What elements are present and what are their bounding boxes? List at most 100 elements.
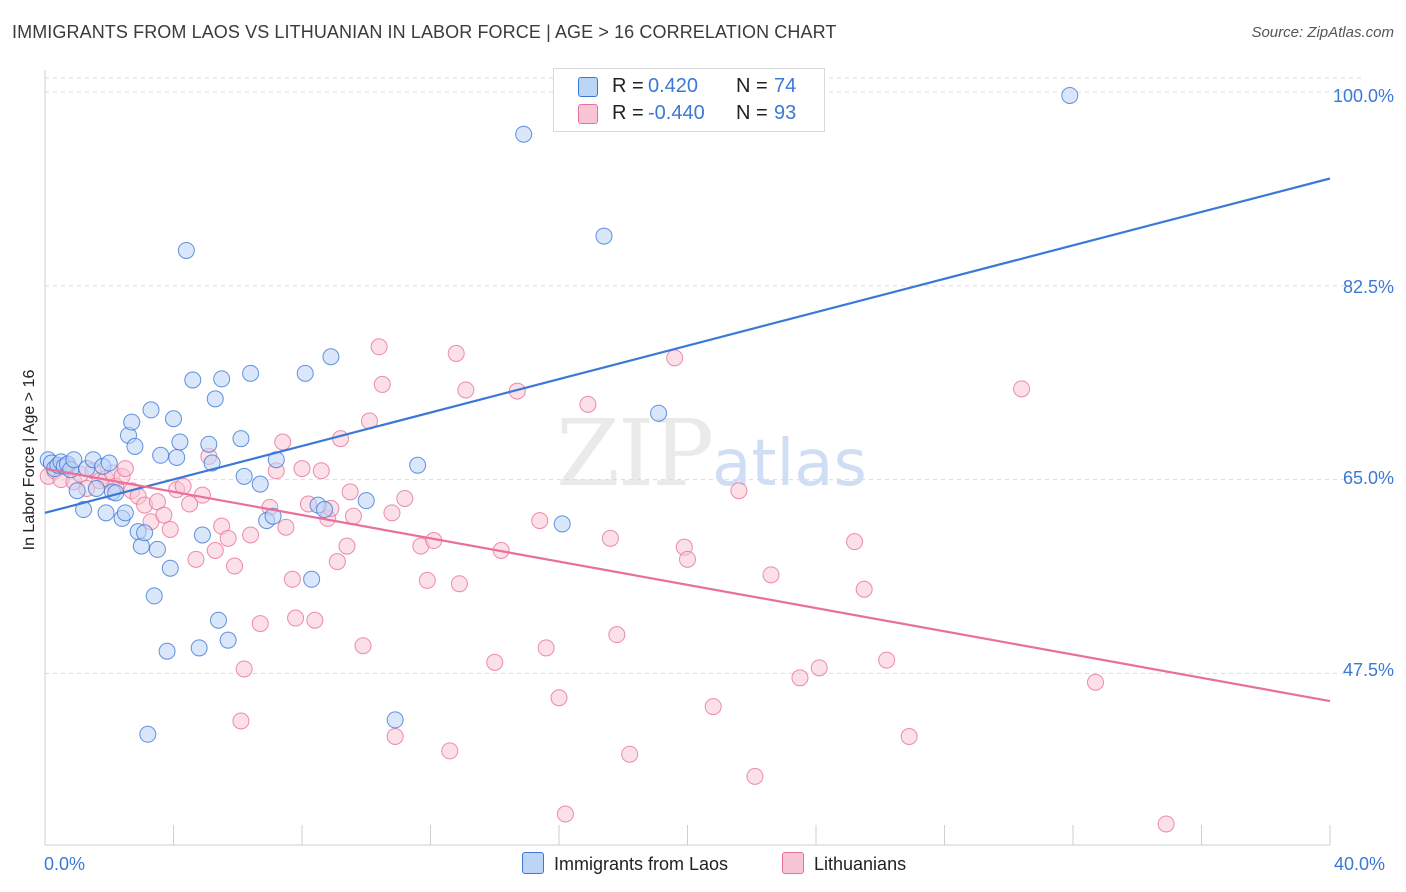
lithuanians-point	[486, 653, 504, 671]
laos-swatch	[578, 77, 598, 97]
lithuanians-point	[232, 712, 250, 730]
n-label: N =	[736, 75, 768, 97]
lithuanians-point	[601, 529, 619, 547]
lithuanians-points	[39, 338, 1175, 833]
lithuanians-point	[293, 460, 311, 478]
laos-point	[97, 504, 115, 522]
laos-point	[123, 413, 141, 431]
lithuanians-point	[396, 489, 414, 507]
lithuanians-point	[312, 462, 330, 480]
laos-point	[165, 410, 182, 428]
lithuanians-point	[306, 611, 324, 629]
n-value-lithuanians: 93	[774, 102, 797, 124]
laos-point	[315, 501, 333, 519]
y-tick-label-82-5: 82.5%	[1342, 277, 1394, 297]
bottom-legend-laos: Immigrants from Laos	[522, 852, 728, 875]
lithuanians-point	[386, 728, 404, 745]
laos-point	[168, 449, 186, 466]
lithuanians-point	[370, 338, 388, 356]
laos-trend-line	[44, 177, 1331, 514]
laos-point	[200, 435, 218, 453]
laos-point	[87, 480, 105, 497]
laos-point	[193, 526, 211, 544]
lithuanians-point	[116, 460, 134, 478]
laos-point	[145, 587, 163, 605]
lithuanians-point	[537, 639, 555, 657]
lithuanians-point	[450, 575, 468, 593]
laos-point	[515, 125, 533, 143]
lithuanians-point	[556, 805, 574, 823]
lithuanians-point	[846, 533, 864, 551]
laos-point	[100, 454, 118, 472]
lithuanians-point	[608, 626, 626, 644]
x-tick-label-min: 0.0%	[44, 854, 86, 874]
laos-point	[322, 348, 340, 366]
lithuanians-point	[579, 395, 597, 413]
lithuanians-point	[332, 430, 350, 448]
y-tick-label-100: 100.0%	[1332, 86, 1394, 106]
lithuanians-point	[878, 651, 896, 669]
laos-point	[650, 404, 668, 422]
lithuanians-legend-swatch	[782, 852, 804, 874]
lithuanians-point	[287, 609, 305, 627]
chart-source: Source: ZipAtlas.com	[1251, 24, 1394, 41]
y-tick-label-65: 65.0%	[1342, 468, 1394, 488]
laos-point	[171, 433, 189, 451]
laos-point	[142, 401, 160, 419]
lithuanians-point	[441, 742, 459, 760]
lithuanians-point	[418, 571, 436, 589]
x-tick-label-max: 40.0%	[1334, 854, 1386, 874]
lithuanians-point	[161, 520, 179, 538]
laos-point	[242, 364, 260, 382]
lithuanians-point	[810, 659, 828, 677]
laos-point	[251, 475, 269, 493]
laos-legend-swatch	[522, 852, 544, 874]
lithuanians-point	[187, 550, 205, 568]
laos-point	[75, 501, 93, 519]
laos-point	[595, 227, 613, 245]
r-value-laos: 0.420	[648, 75, 699, 97]
lithuanians-point	[457, 381, 475, 399]
lithuanians-point	[679, 550, 696, 568]
trend-lines	[44, 177, 1331, 703]
chart-title: IMMIGRANTS FROM LAOS VS LITHUANIAN IN LA…	[12, 22, 837, 42]
laos-point	[386, 711, 404, 729]
laos-point	[116, 504, 134, 522]
lithuanians-point	[354, 637, 372, 655]
lithuanians-point	[328, 553, 346, 571]
laos-point	[161, 559, 179, 577]
lithuanians-point	[251, 615, 269, 633]
y-axis-label: In Labor Force | Age > 16	[21, 369, 38, 551]
bottom-legend-lithuanians: Lithuanians	[782, 852, 906, 875]
laos-point	[65, 451, 83, 469]
laos-legend-label: Immigrants from Laos	[554, 854, 729, 874]
r-label: R =	[612, 75, 644, 97]
laos-point	[68, 482, 86, 500]
lithuanians-point	[277, 518, 295, 536]
laos-point	[232, 430, 250, 448]
lithuanians-point	[704, 698, 722, 716]
n-value-laos: 74	[774, 75, 797, 97]
stats-legend: R = 0.420 N = 74 R = -0.440 N = 93	[553, 68, 825, 132]
laos-point	[158, 642, 176, 660]
laos-point	[206, 390, 224, 408]
lithuanians-legend-label: Lithuanians	[814, 854, 907, 874]
lithuanians-point	[621, 745, 639, 763]
lithuanians-point	[900, 728, 918, 745]
lithuanians-point	[666, 349, 684, 367]
laos-point	[190, 639, 208, 657]
lithuanians-point	[155, 506, 173, 524]
lithuanians-swatch	[578, 104, 598, 124]
r-value-lithuanians: -0.440	[648, 102, 705, 124]
laos-point	[209, 611, 227, 629]
lithuanians-point	[383, 504, 401, 522]
lithuanians-point	[746, 767, 764, 785]
laos-point	[235, 467, 253, 485]
lithuanians-point	[1157, 815, 1175, 833]
laos-point	[177, 241, 195, 259]
laos-point	[203, 454, 221, 472]
lithuanians-point	[791, 669, 809, 687]
laos-point	[136, 524, 154, 542]
laos-point	[296, 364, 314, 382]
